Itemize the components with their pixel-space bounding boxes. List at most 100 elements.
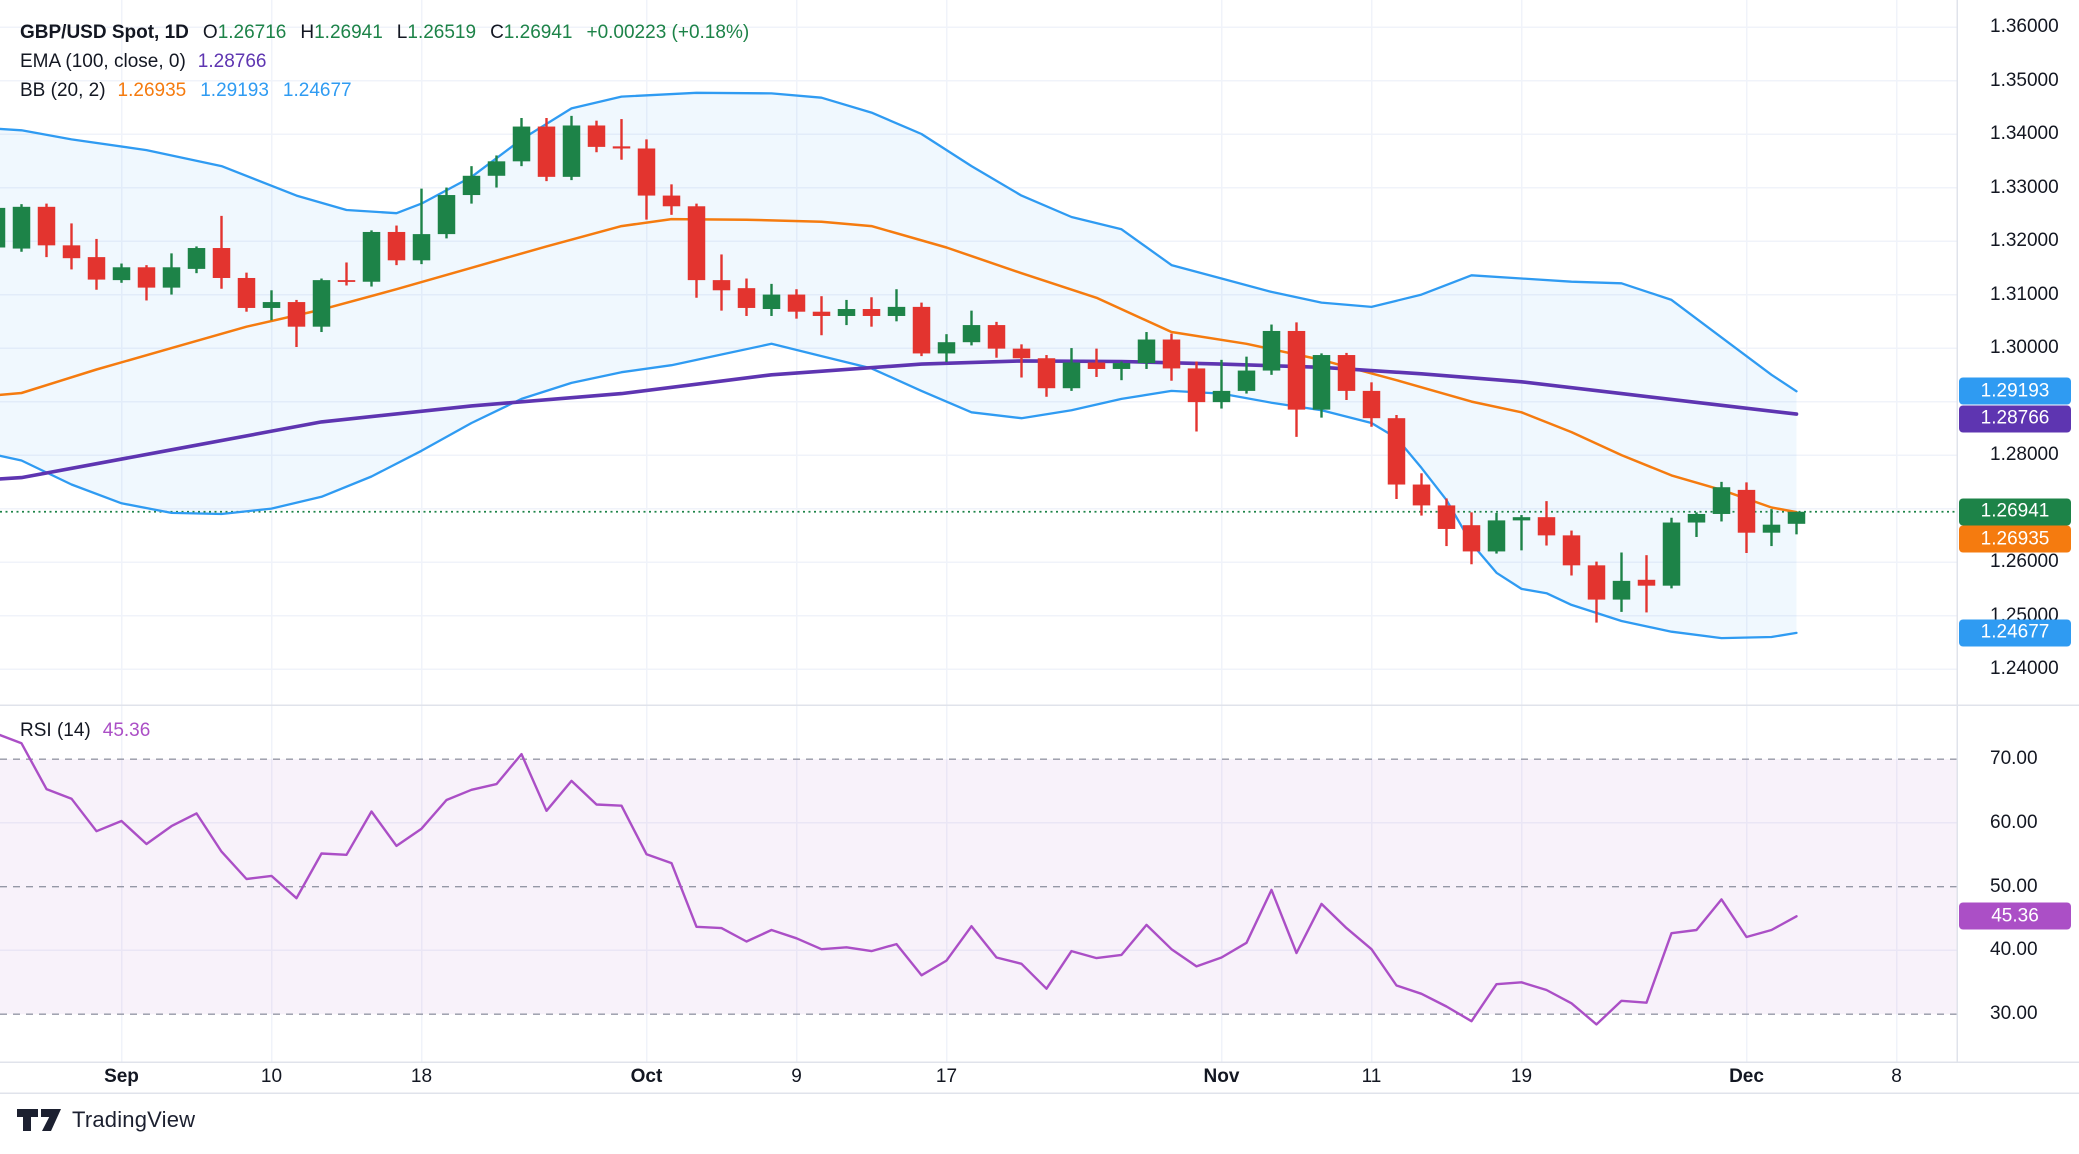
tradingview-logo-icon <box>17 1109 61 1131</box>
time-tick-label-11: 11 <box>1361 1066 1382 1087</box>
bollinger-upper-line <box>0 91 1798 393</box>
time-tick-label-Sep: Sep <box>104 1066 139 1087</box>
price-tick-label-1.32000: 1.32000 <box>1990 230 2059 252</box>
candle-23 <box>562 115 581 181</box>
legend-rsi-row[interactable]: RSI (14) 45.36 <box>20 717 150 745</box>
candle-59 <box>1462 512 1481 565</box>
ohlc-high: H1.26941 <box>300 21 383 43</box>
candle-8 <box>187 246 206 274</box>
bb-basis-value: 1.26935 <box>117 79 187 101</box>
candle-33 <box>812 296 831 336</box>
rsi-tick-label-40.00: 40.00 <box>1990 939 2038 961</box>
candle-46 <box>1137 332 1156 369</box>
candle-9 <box>212 215 231 289</box>
ema-price-badge: 1.28766 <box>1959 405 2071 433</box>
candle-72 <box>1787 511 1806 535</box>
price-tick-label-1.36000: 1.36000 <box>1990 16 2059 38</box>
candle-50 <box>1237 356 1256 394</box>
rsi-tick-label-60.00: 60.00 <box>1990 811 2038 833</box>
candle-20 <box>487 155 506 188</box>
rsi-tick-label-70.00: 70.00 <box>1990 748 2038 770</box>
candle-13 <box>312 278 331 333</box>
candle-35 <box>862 297 881 327</box>
candle-17 <box>412 188 431 265</box>
candle-47 <box>1162 333 1181 381</box>
candle-10 <box>237 272 256 312</box>
time-tick-label-Nov: Nov <box>1203 1066 1240 1087</box>
change-value: +0.00223 (+0.18%) <box>586 21 750 43</box>
price-tick-label-1.28000: 1.28000 <box>1990 444 2059 466</box>
candle-63 <box>1562 530 1581 576</box>
candle-37 <box>912 302 931 357</box>
bollinger-lower-line <box>0 342 1798 640</box>
candle-32 <box>787 289 806 319</box>
candle-24 <box>587 120 606 153</box>
rsi-line <box>0 733 1798 1026</box>
candle-12 <box>287 299 306 348</box>
candle-26 <box>637 139 656 220</box>
candle-58 <box>1437 498 1456 547</box>
bb-upper-value: 1.29193 <box>200 79 269 101</box>
rsi-value-badge: 45.36 <box>1959 902 2071 930</box>
candle-39 <box>962 310 981 346</box>
candle-41 <box>1012 344 1031 378</box>
ema-indicator-value: 1.28766 <box>197 50 267 72</box>
time-tick-label-Oct: Oct <box>630 1066 663 1087</box>
candle-66 <box>1637 555 1656 613</box>
candle-55 <box>1362 382 1381 427</box>
candle-21 <box>512 117 531 167</box>
price-tick-label-1.33000: 1.33000 <box>1990 176 2059 198</box>
candle-49 <box>1212 359 1231 409</box>
candle-38 <box>937 334 956 362</box>
candle-57 <box>1412 473 1431 516</box>
tradingview-logo-text: TradingView <box>72 1107 196 1132</box>
price-tick-label-1.24000: 1.24000 <box>1990 658 2059 680</box>
candle-51 <box>1262 324 1281 375</box>
time-tick-label-9: 9 <box>791 1066 802 1087</box>
candle-61 <box>1512 515 1531 551</box>
candle-1 <box>12 204 31 252</box>
candle-28 <box>687 203 706 298</box>
bb-indicator-label: BB (20, 2) <box>20 79 106 101</box>
candle-22 <box>537 117 556 182</box>
candle-52 <box>1287 322 1306 437</box>
pane-borders <box>0 0 2079 1094</box>
candle-48 <box>1187 361 1206 432</box>
candle-31 <box>762 283 781 316</box>
price-tick-label-1.31000: 1.31000 <box>1990 283 2059 305</box>
candle-34 <box>837 299 856 326</box>
time-tick-label-Dec: Dec <box>1729 1066 1764 1087</box>
candle-68 <box>1687 512 1706 537</box>
bb-basis-price-badge: 1.26935 <box>1959 525 2071 553</box>
time-tick-label-17: 17 <box>935 1066 958 1087</box>
candle-53 <box>1312 353 1331 418</box>
bb-upper-price-badge: 1.29193 <box>1959 377 2071 405</box>
candle-67 <box>1662 517 1681 589</box>
symbol-title: GBP/USD Spot, 1D <box>20 21 189 43</box>
ohlc-open: O1.26716 <box>202 21 287 43</box>
candle-60 <box>1487 512 1506 554</box>
candle-54 <box>1337 352 1356 400</box>
candle-65 <box>1612 552 1631 612</box>
price-tick-label-1.34000: 1.34000 <box>1990 123 2059 145</box>
grid <box>0 0 1957 1062</box>
bb-lower-price-badge: 1.24677 <box>1959 619 2071 647</box>
time-tick-label-18: 18 <box>410 1066 433 1087</box>
candle-62 <box>1537 501 1556 546</box>
candle-40 <box>987 321 1006 358</box>
candle-18 <box>437 187 456 239</box>
legend-bb-row[interactable]: BB (20, 2) 1.26935 1.29193 1.24677 <box>20 76 749 105</box>
candle-70 <box>1737 482 1756 554</box>
candle-44 <box>1087 348 1106 377</box>
chart-legend: GBP/USD Spot, 1D O1.26716 H1.26941 L1.26… <box>20 18 749 105</box>
price-tick-label-1.26000: 1.26000 <box>1990 551 2059 573</box>
price-tick-label-1.35000: 1.35000 <box>1990 69 2059 91</box>
legend-ema-row[interactable]: EMA (100, close, 0) 1.28766 <box>20 47 749 76</box>
legend-symbol-row[interactable]: GBP/USD Spot, 1D O1.26716 H1.26941 L1.26… <box>20 18 749 47</box>
candle-71 <box>1762 509 1781 547</box>
candlestick-series <box>0 115 1806 623</box>
tradingview-logo-link[interactable]: TradingView <box>16 1106 195 1134</box>
price-tick-label-1.30000: 1.30000 <box>1990 337 2059 359</box>
